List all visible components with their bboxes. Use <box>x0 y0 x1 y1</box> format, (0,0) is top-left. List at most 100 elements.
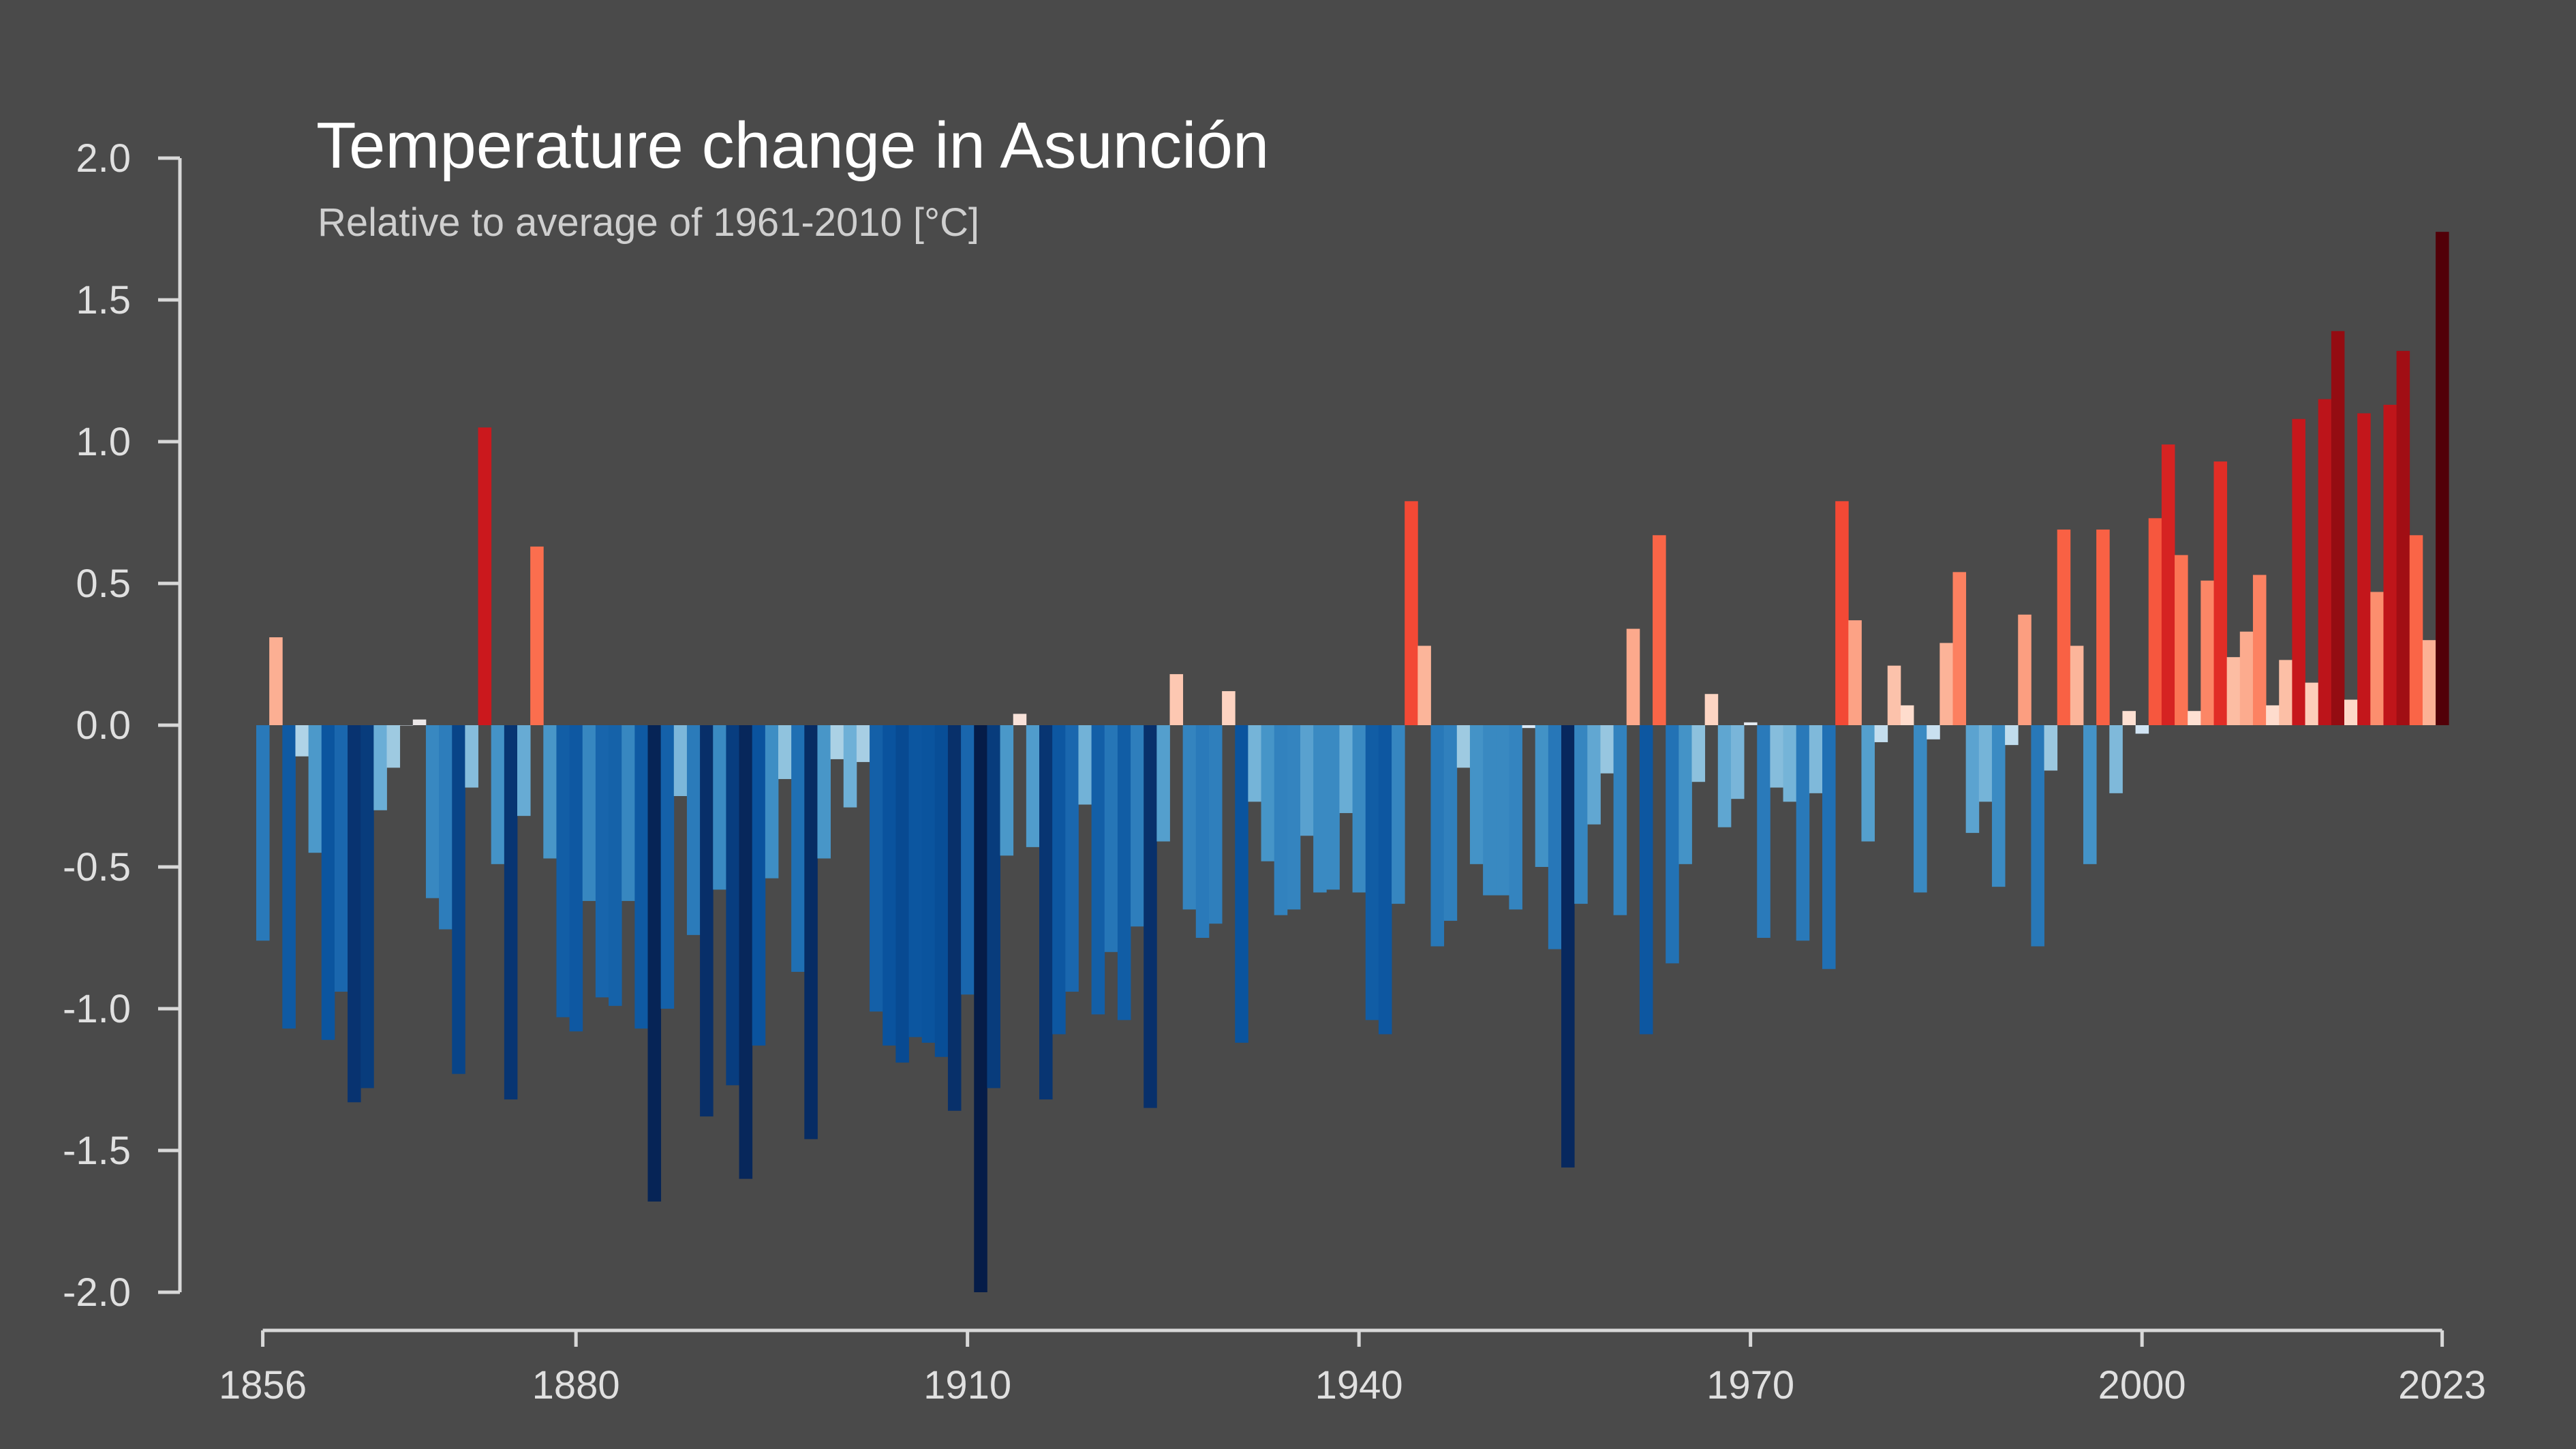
bar-2005 <box>2201 580 2214 725</box>
bar-1856 <box>256 725 270 941</box>
bar-1921 <box>1104 725 1118 952</box>
bar-1926 <box>1169 674 1184 725</box>
bar-1954 <box>1535 725 1549 867</box>
bar-1953 <box>1522 725 1536 729</box>
bar-1986 <box>1952 572 1967 725</box>
bar-1900 <box>830 725 844 759</box>
bar-1896 <box>778 725 792 780</box>
bar-2014 <box>2318 399 2332 725</box>
y-tick-label: 1.0 <box>76 420 131 464</box>
bar-1887 <box>660 725 675 1009</box>
bar-1901 <box>843 725 857 808</box>
bar-1977 <box>1835 501 1849 725</box>
bar-1882 <box>595 725 609 998</box>
bar-1946 <box>1430 725 1445 947</box>
bar-1922 <box>1117 725 1131 1020</box>
bar-1955 <box>1548 725 1562 949</box>
bar-2022 <box>2422 640 2436 725</box>
x-axis: 1856 1880 1910 1940 1970 2000 2023 <box>219 1328 2486 1407</box>
bar-1997 <box>2096 529 2110 725</box>
bar-1947 <box>1443 725 1458 921</box>
y-axis: 2.0 1.5 1.0 0.5 0.0 -0.5 -1.0 -1.5 -2.0 <box>63 136 182 1315</box>
bar-1957 <box>1574 725 1588 904</box>
bar-1969 <box>1730 725 1745 799</box>
x-tick-label: 1970 <box>1706 1363 1794 1407</box>
bar-1861 <box>321 725 335 1040</box>
y-tick-label: -0.5 <box>63 845 131 889</box>
bar-1883 <box>609 725 622 1006</box>
bar-1985 <box>1939 643 1953 725</box>
bar-1938 <box>1326 725 1340 890</box>
y-tick-label: 0.0 <box>76 703 131 748</box>
bar-1880 <box>569 725 583 1032</box>
bar-1982 <box>1900 705 1914 725</box>
bar-1874 <box>491 725 505 864</box>
bar-1867 <box>399 725 414 726</box>
bar-1933 <box>1261 725 1275 861</box>
bar-1884 <box>622 725 635 901</box>
bar-1949 <box>1469 725 1484 864</box>
bar-1911 <box>974 725 987 1292</box>
bar-1990 <box>2005 725 2019 746</box>
bar-2010 <box>2266 705 2280 725</box>
bar-2020 <box>2396 350 2410 725</box>
bar-1908 <box>934 725 949 1057</box>
bar-1974 <box>1796 725 1810 941</box>
bar-1891 <box>713 725 726 890</box>
bar-1958 <box>1587 725 1601 825</box>
bar-1894 <box>752 725 766 1046</box>
bar-1968 <box>1717 725 1732 827</box>
bar-1940 <box>1352 725 1366 893</box>
bar-1915 <box>1026 725 1040 847</box>
bar-1956 <box>1561 725 1575 1168</box>
y-tick-label: 0.5 <box>76 562 131 606</box>
bar-1919 <box>1078 725 1092 805</box>
bar-1971 <box>1757 725 1770 938</box>
bar-1935 <box>1287 725 1301 910</box>
bar-1999 <box>2122 711 2136 725</box>
bar-1877 <box>530 546 544 725</box>
bar-1917 <box>1052 725 1066 1035</box>
bar-1895 <box>765 725 779 879</box>
bar-2006 <box>2213 461 2228 725</box>
bar-1898 <box>804 725 818 1140</box>
bar-1979 <box>1861 725 1875 842</box>
bar-1885 <box>634 725 648 1029</box>
bar-1906 <box>908 725 923 1037</box>
bar-1858 <box>282 725 296 1029</box>
bar-1996 <box>2083 725 2097 864</box>
bar-1870 <box>439 725 453 930</box>
chart-title: Temperature change in Asunción <box>316 109 1269 182</box>
bar-1909 <box>947 725 962 1111</box>
bar-1929 <box>1208 725 1223 924</box>
bar-2002 <box>2161 444 2175 725</box>
bar-2007 <box>2226 657 2241 725</box>
bar-1962 <box>1639 725 1653 1035</box>
bar-1941 <box>1365 725 1379 1020</box>
bar-1987 <box>1965 725 1980 834</box>
bar-1980 <box>1874 725 1888 742</box>
bar-1918 <box>1065 725 1079 992</box>
bar-2019 <box>2383 404 2397 725</box>
bar-2015 <box>2331 331 2345 725</box>
bar-2000 <box>2135 725 2149 734</box>
bar-1869 <box>425 725 440 898</box>
bar-1907 <box>921 725 936 1043</box>
chart-subtitle: Relative to average of 1961-2010 [°C] <box>318 200 979 245</box>
bar-1972 <box>1770 725 1783 788</box>
bar-1890 <box>700 725 714 1117</box>
bar-2013 <box>2305 682 2319 725</box>
bar-2001 <box>2148 518 2162 725</box>
bar-1976 <box>1822 725 1836 969</box>
bar-1868 <box>412 719 427 725</box>
bar-1994 <box>2057 529 2071 725</box>
bar-1964 <box>1666 725 1679 964</box>
bar-2017 <box>2357 413 2371 725</box>
bar-1943 <box>1392 725 1405 904</box>
bar-2009 <box>2252 575 2267 725</box>
bar-1930 <box>1222 691 1236 725</box>
x-tick-label: 2023 <box>2398 1363 2486 1407</box>
bar-1934 <box>1274 725 1288 915</box>
bar-1889 <box>686 725 701 935</box>
bar-1963 <box>1653 535 1666 725</box>
